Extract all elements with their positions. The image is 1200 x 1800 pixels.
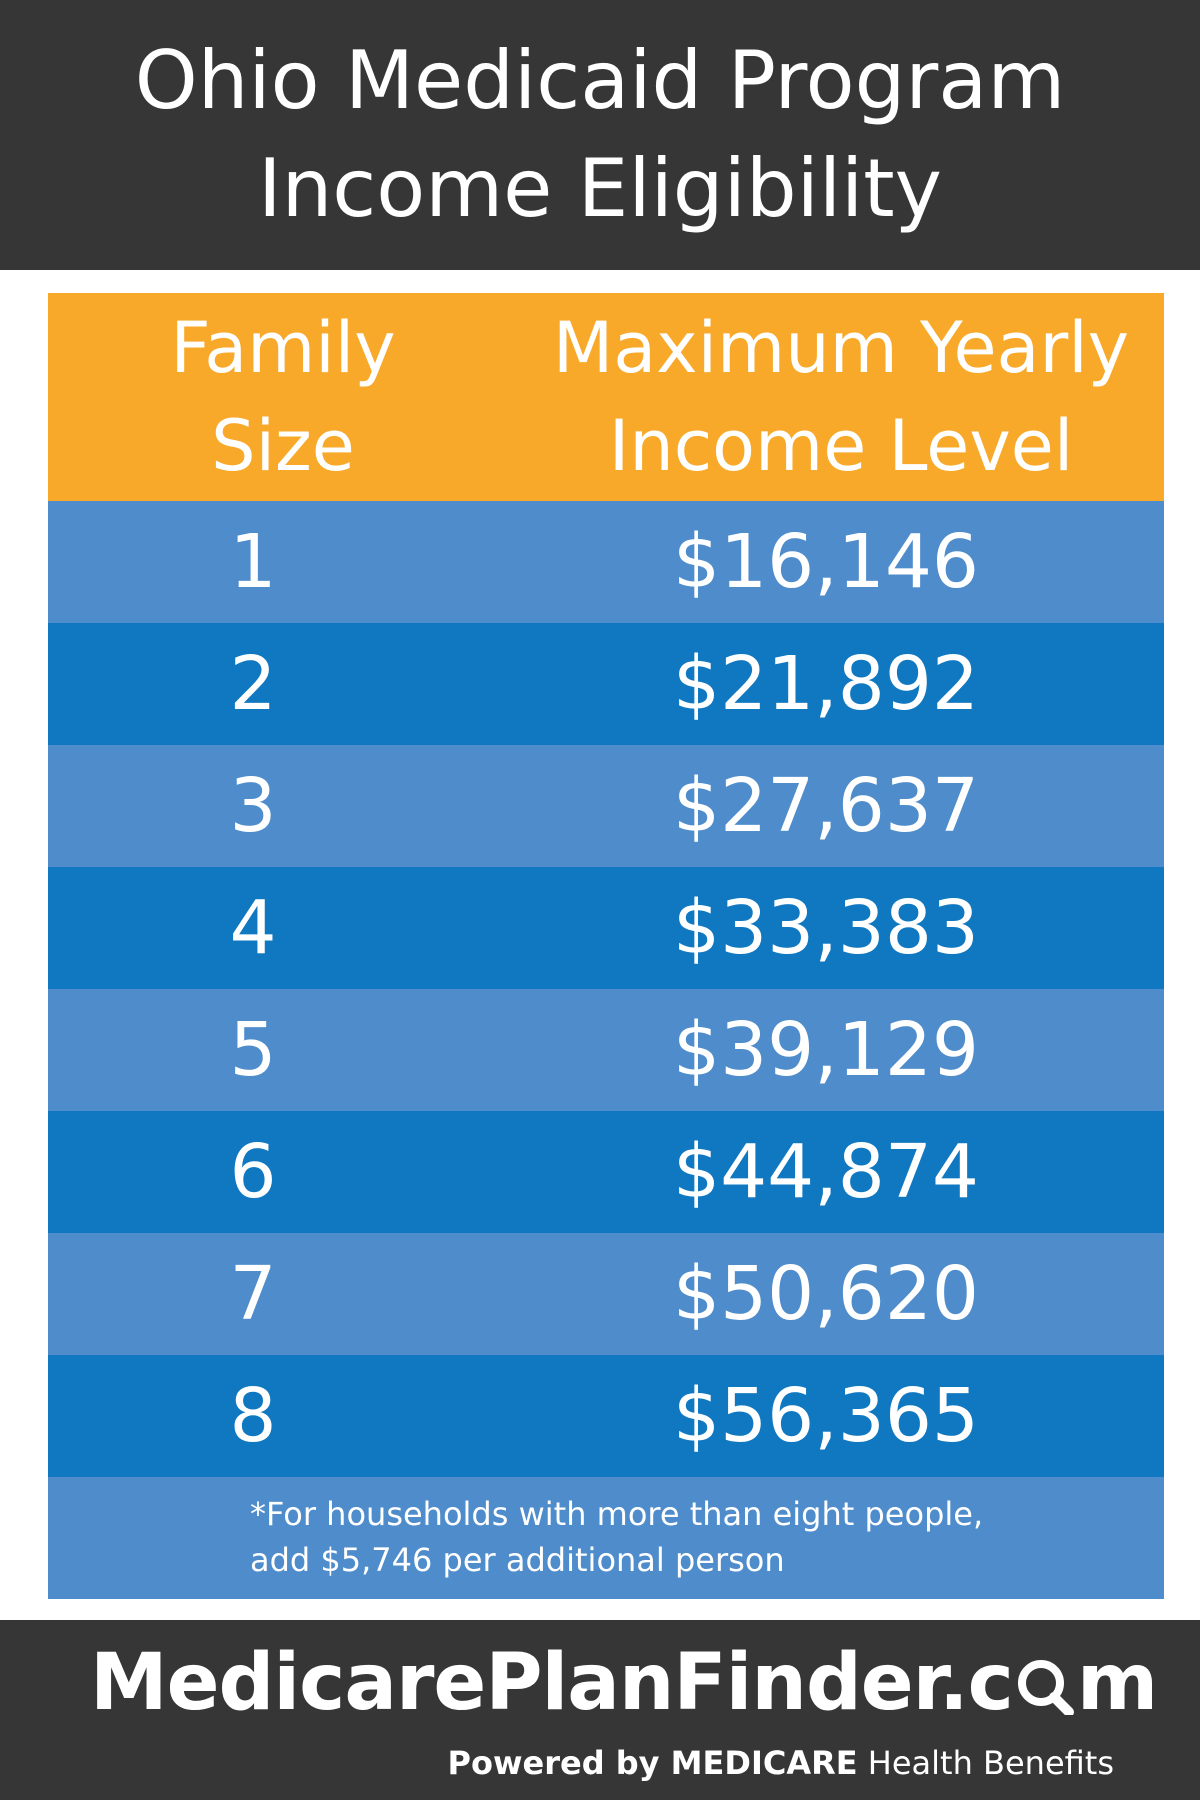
income-cell: $21,892 [672, 641, 979, 727]
table-row: 3 $27,637 [48, 745, 1164, 867]
brand-name-prefix: MedicarePlanFinder.c [90, 1638, 1014, 1728]
income-table: Family Size Maximum Yearly Income Level … [48, 293, 1164, 1599]
header-family-size: Family Size [48, 293, 518, 501]
table-row: 8 $56,365 [48, 1355, 1164, 1477]
header-family-size-line2: Size [211, 405, 355, 487]
family-size-cell: 2 [229, 641, 277, 727]
family-size-cell: 4 [229, 885, 277, 971]
income-cell: $39,129 [672, 1007, 979, 1093]
tagline: Powered by MEDICARE Health Benefits [448, 1744, 1114, 1782]
table-row: 1 $16,146 [48, 501, 1164, 623]
income-cell: $33,383 [672, 885, 979, 971]
table-row: 5 $39,129 [48, 989, 1164, 1111]
brand-name-suffix: m [1076, 1638, 1158, 1728]
income-cell: $16,146 [672, 519, 979, 605]
family-size-cell: 6 [229, 1129, 277, 1215]
income-cell: $27,637 [672, 763, 979, 849]
footnote: *For households with more than eight peo… [48, 1477, 1164, 1599]
header-income-level-line2: Income Level [608, 405, 1074, 487]
income-cell: $56,365 [672, 1373, 979, 1459]
family-size-cell: 7 [229, 1251, 277, 1337]
title-line-1: Ohio Medicaid Program [134, 34, 1066, 127]
header-family-size-line1: Family [170, 307, 396, 389]
table-row: 2 $21,892 [48, 623, 1164, 745]
title-line-2: Income Eligibility [258, 142, 942, 235]
family-size-cell: 3 [229, 763, 277, 849]
brand-logo: MedicarePlanFinder.c m [90, 1638, 1158, 1728]
family-size-cell: 1 [229, 519, 277, 605]
income-cell: $44,874 [672, 1129, 979, 1215]
header-banner: Ohio Medicaid Program Income Eligibility [0, 0, 1200, 270]
magnifier-icon [1015, 1644, 1075, 1717]
table-row: 4 $33,383 [48, 867, 1164, 989]
table-row: 7 $50,620 [48, 1233, 1164, 1355]
table-row: 6 $44,874 [48, 1111, 1164, 1233]
income-cell: $50,620 [672, 1251, 979, 1337]
family-size-cell: 5 [229, 1007, 277, 1093]
tagline-bold: Powered by MEDICARE [447, 1744, 858, 1782]
header-income-level-line1: Maximum Yearly [552, 307, 1130, 389]
footer-banner: MedicarePlanFinder.c m Powered by MEDICAR… [0, 1620, 1200, 1800]
header-income-level: Maximum Yearly Income Level [518, 293, 1164, 501]
footnote-line-1: *For households with more than eight peo… [250, 1495, 984, 1533]
tagline-rest: Health Benefits [857, 1744, 1114, 1782]
table-header: Family Size Maximum Yearly Income Level [48, 293, 1164, 501]
family-size-cell: 8 [229, 1373, 277, 1459]
footnote-line-2: add $5,746 per additional person [250, 1541, 785, 1579]
